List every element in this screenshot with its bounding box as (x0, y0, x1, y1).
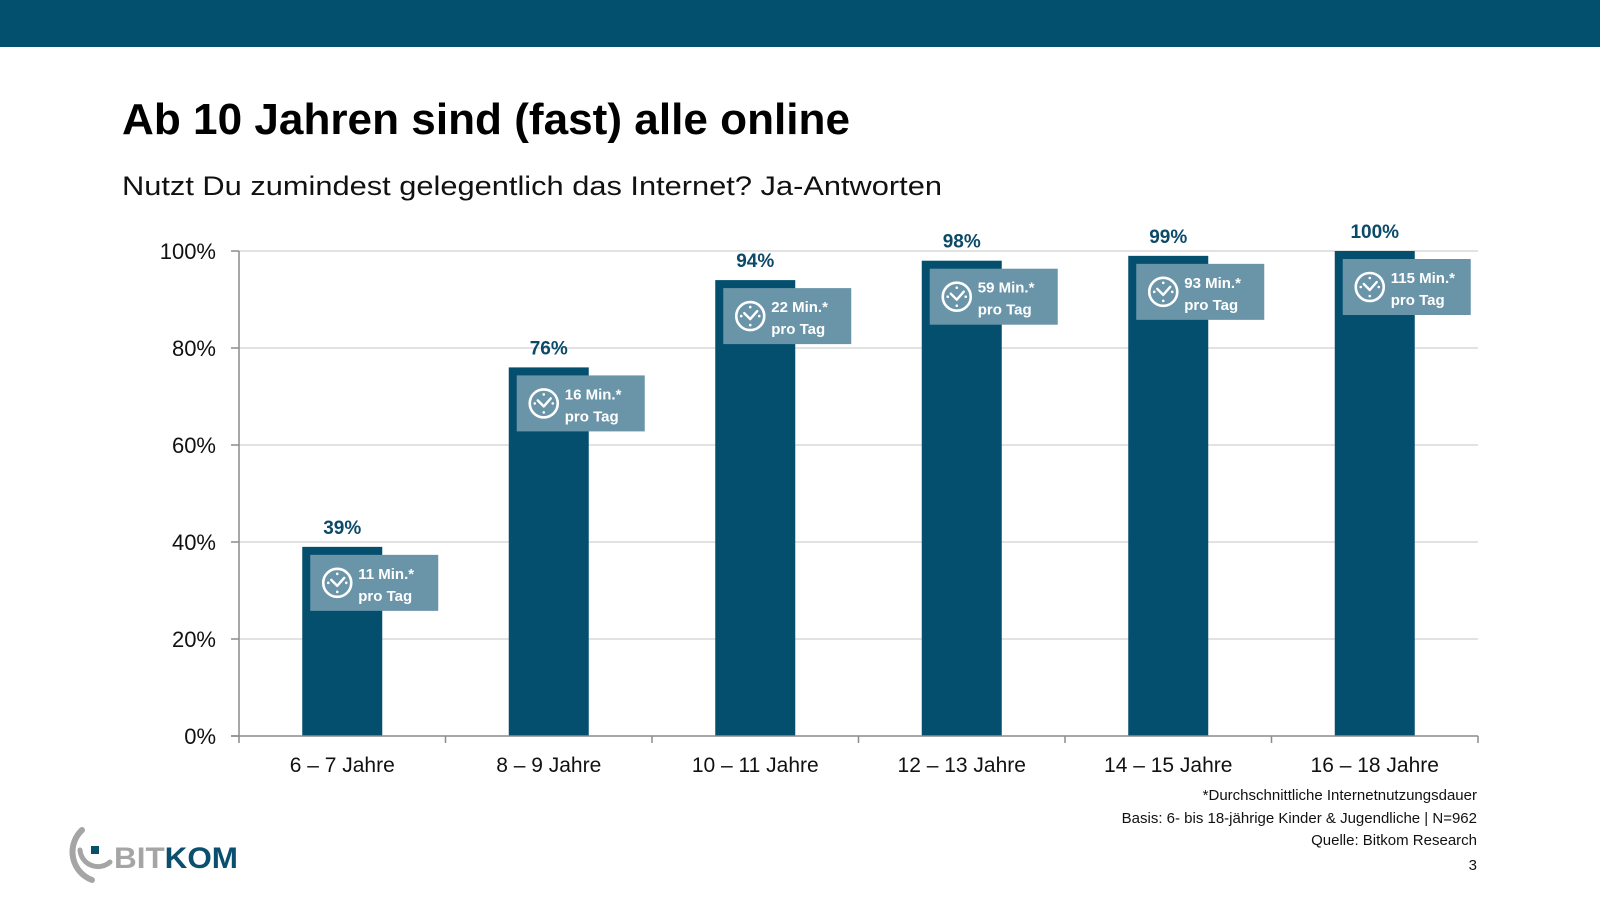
bar (715, 280, 796, 736)
value-label: 39% (323, 518, 361, 539)
callout-box (1342, 259, 1471, 315)
y-axis-ticks: 0% 20% 40% 60% 80% 100% (160, 239, 239, 749)
clock-icon (1354, 271, 1386, 303)
logo-square (91, 846, 99, 854)
callout-per-day: pro Tag (978, 302, 1032, 319)
callout-minutes: 11 Min.* (358, 566, 414, 583)
callouts: 11 Min.* pro Tag 16 Min.* pro Tag 22 Min.* pr… (310, 259, 1471, 611)
value-label: 76% (530, 338, 568, 359)
usage-callout: 16 Min.* pro Tag (516, 375, 645, 432)
clock-icon (321, 567, 353, 599)
value-label: 94% (736, 251, 774, 272)
x-tick-label: 6 – 7 Jahre (290, 754, 395, 777)
bar (1334, 251, 1415, 736)
footnote-basis: Basis: 6- bis 18-jährige Kinder & Jugend… (1122, 810, 1477, 827)
y-tick-label: 80% (172, 336, 216, 361)
callout-minutes: 115 Min.* (1391, 270, 1455, 287)
gridlines (239, 250, 1478, 640)
bitkom-logo: BITKOM (69, 827, 238, 883)
callout-per-day: pro Tag (565, 408, 619, 425)
value-labels: 39% 76% 94% 98% 99% 100% (323, 222, 1399, 539)
callout-per-day: pro Tag (1391, 292, 1445, 309)
usage-callout: 11 Min.* pro Tag (310, 554, 439, 611)
clock-icon (528, 388, 560, 419)
callout-box (723, 288, 852, 345)
value-label: 98% (943, 232, 981, 253)
usage-callout: 59 Min.* pro Tag (929, 268, 1058, 325)
logo-inner-arc (77, 847, 113, 870)
page-number: 3 (1469, 857, 1477, 874)
footnote-definition: *Durchschnittliche Internetnutzungsdauer (1203, 787, 1477, 804)
x-tick-label: 10 – 11 Jahre (692, 754, 819, 777)
bars (302, 251, 1415, 736)
footnote-source: Quelle: Bitkom Research (1311, 832, 1477, 849)
callout-per-day: pro Tag (358, 588, 412, 605)
clock-icon (1147, 276, 1179, 308)
x-axis-ticks: 6 – 7 Jahre 8 – 9 Jahre 10 – 11 Jahre 12 – … (290, 754, 1439, 777)
y-tick-label: 100% (160, 239, 216, 264)
bar (921, 260, 1002, 736)
bar (1128, 255, 1209, 736)
y-tick-label: 60% (172, 433, 216, 458)
callout-minutes: 22 Min.* (771, 299, 828, 316)
callout-box (929, 268, 1058, 325)
x-tick-label: 8 – 9 Jahre (496, 754, 601, 777)
clock-icon (941, 281, 973, 313)
x-tick-label: 16 – 18 Jahre (1311, 754, 1439, 777)
logo-text-bit: BIT (114, 842, 165, 875)
logo-wordmark: BITKOM (114, 842, 238, 875)
slide-subtitle: Nutzt Du zumindest gelegentlich das Inte… (122, 171, 942, 201)
callout-minutes: 16 Min.* (565, 386, 622, 403)
slide-title: Ab 10 Jahren sind (fast) alle online (122, 95, 850, 144)
callout-per-day: pro Tag (771, 321, 825, 338)
usage-callout: 115 Min.* pro Tag (1342, 259, 1471, 315)
x-tick-label: 12 – 13 Jahre (898, 754, 1026, 777)
value-label: 100% (1350, 222, 1399, 243)
logo-text-kom: KOM (165, 842, 238, 875)
callout-per-day: pro Tag (1184, 297, 1238, 314)
y-tick-label: 0% (184, 724, 216, 749)
callout-box (516, 375, 645, 432)
callout-minutes: 59 Min.* (978, 280, 1035, 297)
axes (231, 251, 1479, 743)
callout-minutes: 93 Min.* (1184, 275, 1241, 292)
usage-callout: 93 Min.* pro Tag (1136, 263, 1265, 320)
usage-callout: 22 Min.* pro Tag (723, 288, 852, 345)
callout-box (310, 554, 439, 611)
logo-outer-arc (69, 827, 95, 883)
value-label: 99% (1149, 227, 1187, 248)
clock-icon (734, 300, 766, 332)
bar-chart: 0% 20% 40% 60% 80% 100% 6 – 7 Jahre 8 – 9 Jahr… (160, 222, 1479, 777)
callout-box (1136, 263, 1265, 320)
y-tick-label: 40% (172, 530, 216, 555)
x-tick-label: 14 – 15 Jahre (1104, 754, 1232, 777)
footnotes: *Durchschnittliche Internetnutzungsdauer… (1122, 787, 1477, 874)
y-tick-label: 20% (172, 627, 216, 652)
header-band (0, 0, 1600, 47)
